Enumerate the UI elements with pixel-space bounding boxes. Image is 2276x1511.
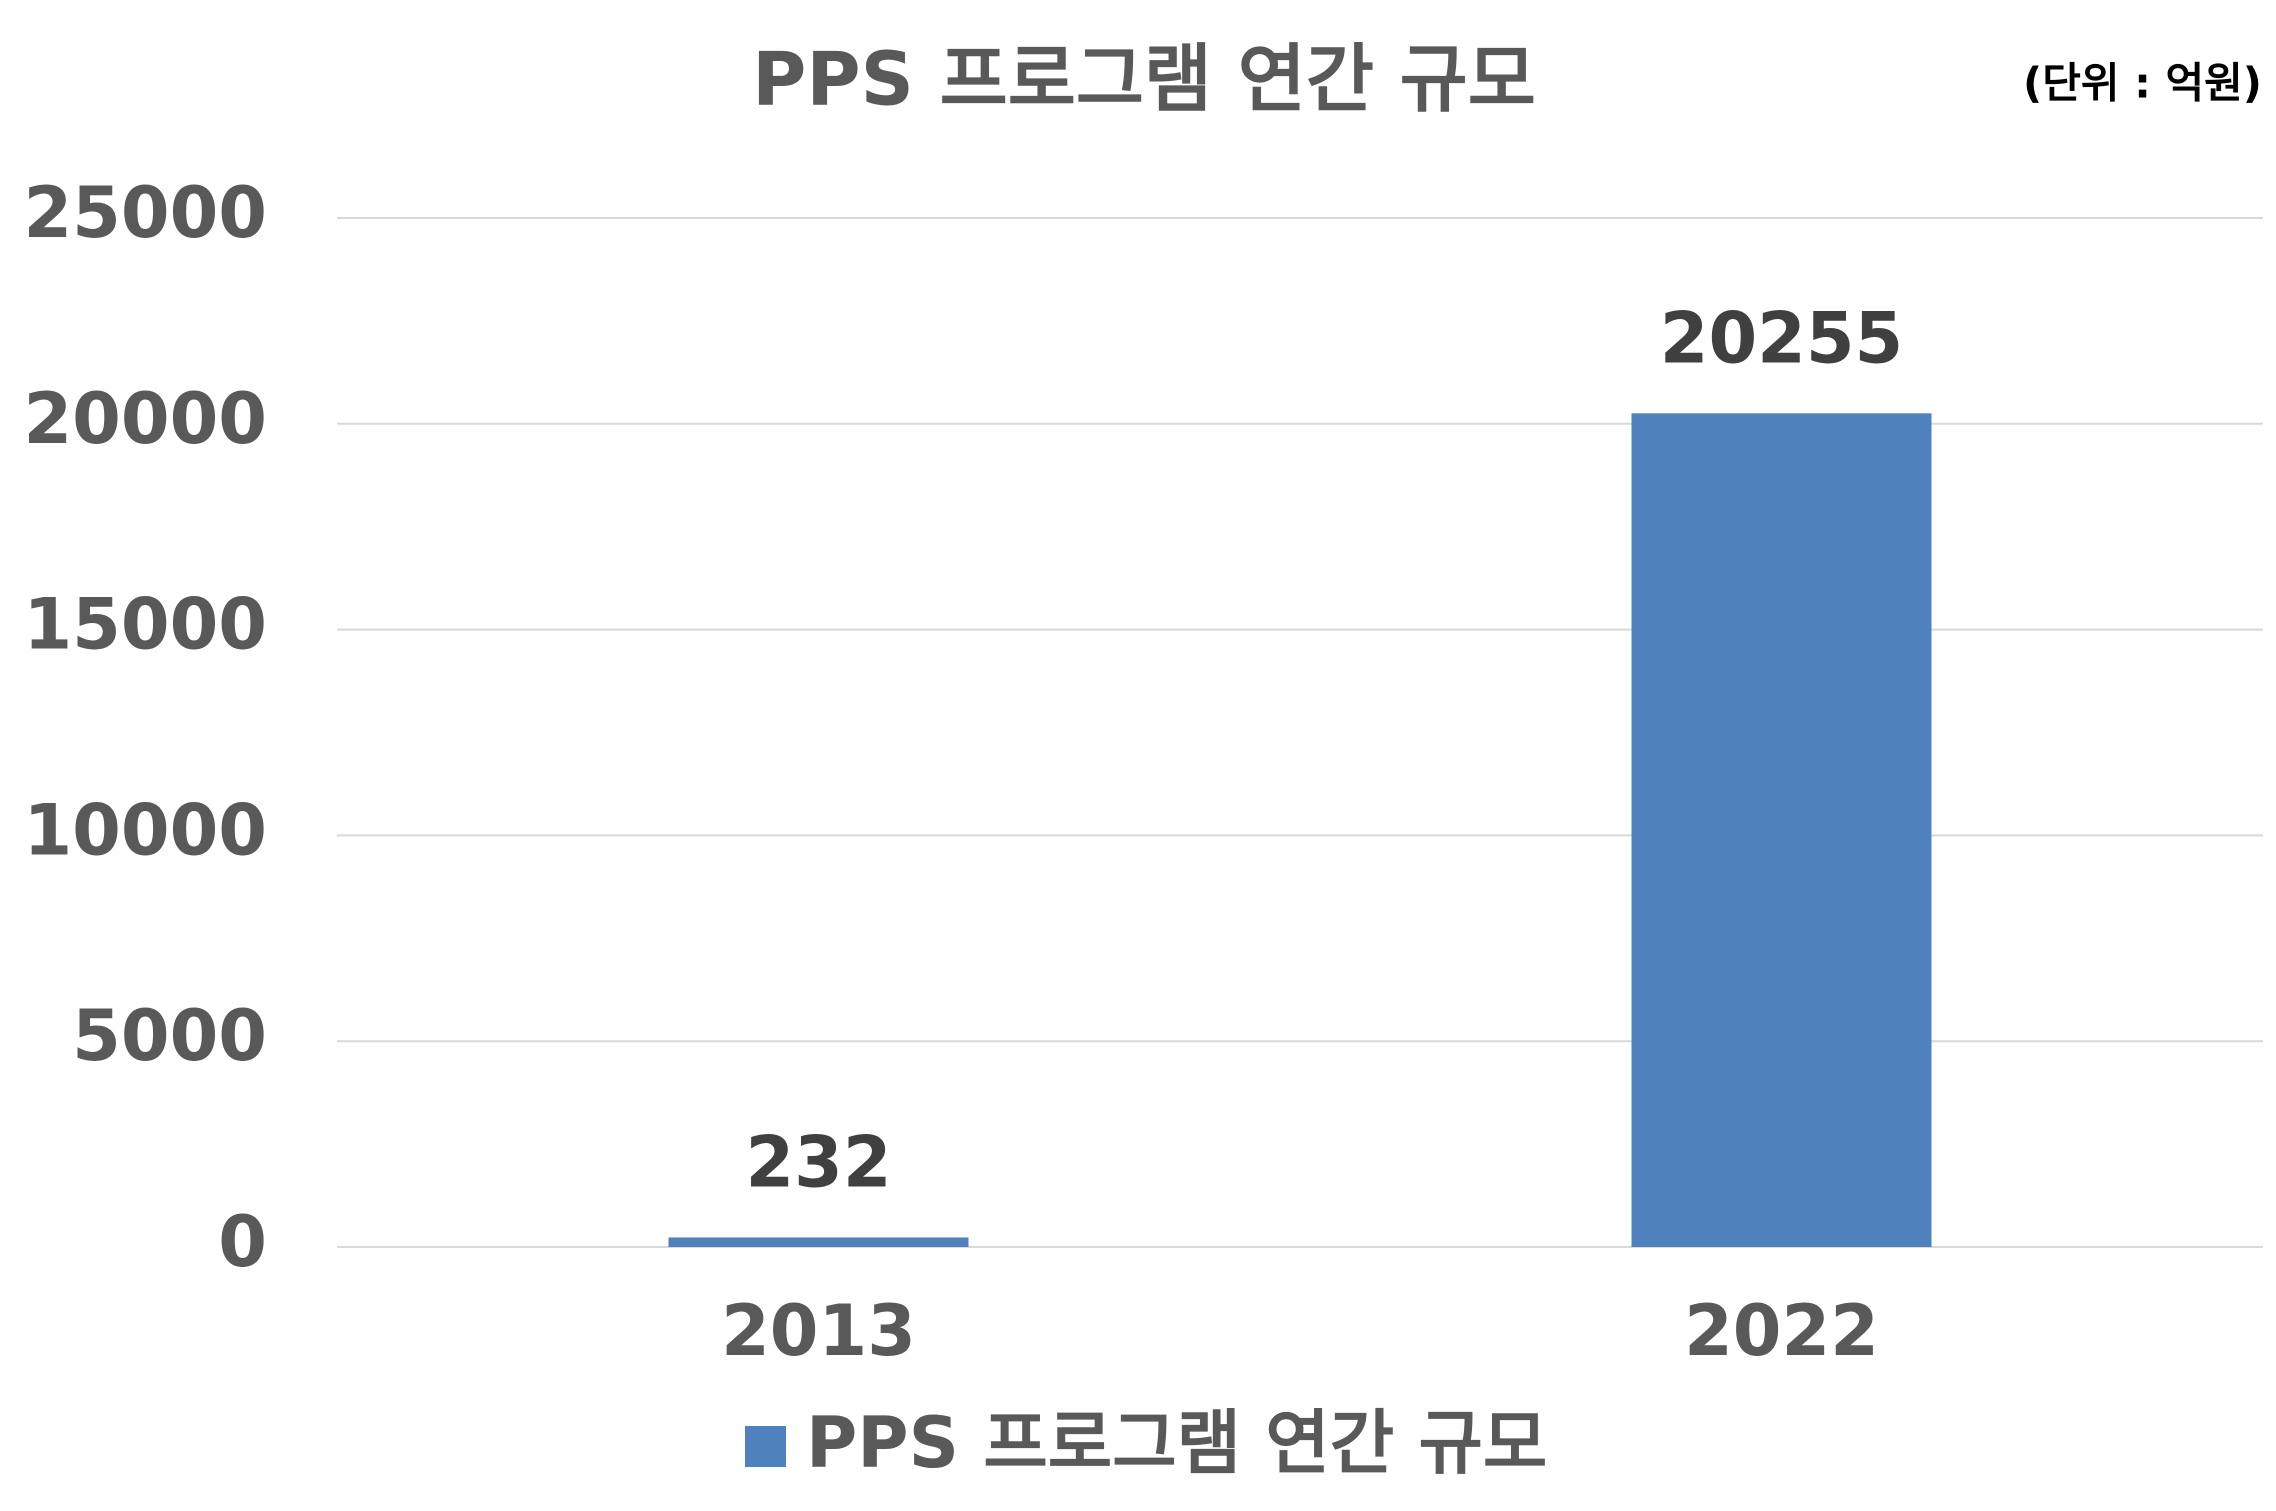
bar [1631, 413, 1932, 1247]
legend-swatch [745, 1426, 786, 1467]
y-tick-label: 15000 [23, 584, 267, 666]
y-tick-label: 10000 [23, 789, 267, 871]
data-label: 20255 [1660, 297, 1904, 379]
bar [668, 1237, 969, 1247]
x-tick-label: 2022 [1684, 1290, 1879, 1372]
y-tick-label: 25000 [23, 172, 267, 254]
y-tick-label: 20000 [23, 378, 267, 460]
y-tick-label: 0 [218, 1201, 267, 1283]
x-tick-label: 2013 [721, 1290, 916, 1372]
chart-title: PPS 프로그램 연간 규모 [752, 37, 1536, 123]
legend-label: PPS 프로그램 연간 규모 [806, 1402, 1547, 1484]
unit-label: (단위 : 억원) [2023, 59, 2262, 108]
data-label: 232 [745, 1121, 891, 1203]
y-tick-label: 5000 [72, 995, 267, 1077]
